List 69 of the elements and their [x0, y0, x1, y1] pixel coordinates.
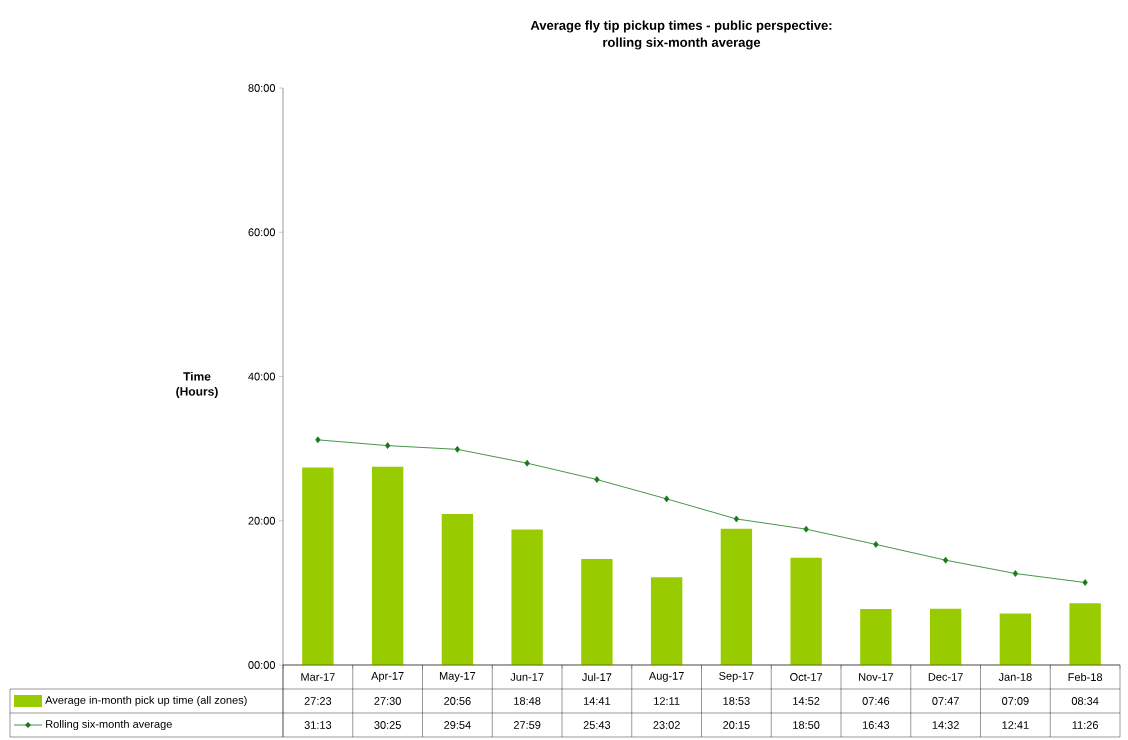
point	[454, 445, 461, 453]
point	[873, 541, 879, 548]
point	[733, 515, 740, 523]
data-label: 27:23	[304, 697, 332, 705]
y-axis-title: Time (Hours)	[176, 371, 218, 399]
data-label: 12:41	[1002, 721, 1029, 729]
x-tick-label: Dec-17	[928, 673, 963, 681]
bar	[371, 466, 404, 665]
x-tick-label: Jul-17	[582, 672, 612, 682]
bar	[581, 559, 613, 665]
data-label: 31:13	[304, 721, 332, 729]
y-tick-label: 20:00	[248, 516, 276, 525]
data-label: 08:34	[1071, 697, 1099, 705]
x-tick-label: Jan-18	[998, 673, 1032, 681]
point	[594, 476, 600, 483]
bar	[999, 613, 1032, 665]
data-label: 20:15	[723, 721, 750, 729]
chart-title: Average fly tip pickup times - public perspective: rolling six-month average	[530, 20, 832, 50]
point	[1082, 579, 1088, 586]
legend-label: Average in-month pick up time (all zones)	[45, 695, 247, 707]
x-tick-label: Nov-17	[859, 673, 894, 681]
data-label: 07:47	[932, 697, 959, 705]
point	[524, 459, 530, 467]
data-label: 20:56	[444, 697, 471, 705]
y-tick-label: 00:00	[248, 661, 276, 669]
point	[315, 436, 321, 444]
point	[663, 495, 670, 503]
bar	[511, 529, 543, 665]
x-tick-label: May-17	[439, 672, 476, 682]
bar	[860, 608, 892, 665]
point	[384, 442, 391, 450]
bar	[441, 514, 474, 665]
data-label: 16:43	[862, 721, 890, 729]
x-tick-label: Apr-17	[371, 672, 404, 682]
bar	[929, 608, 962, 665]
data-label: 18:50	[793, 721, 820, 729]
x-tick-label: Mar-17	[301, 673, 335, 681]
x-tick-label: Jun-17	[510, 673, 544, 681]
data-label: 12:11	[654, 697, 680, 705]
bar	[302, 467, 334, 665]
bar	[720, 528, 753, 665]
data-label: 18:53	[723, 697, 750, 705]
x-tick-label: Oct-17	[790, 673, 823, 681]
x-tick-label: Aug-17	[648, 672, 684, 682]
y-tick-label: 60:00	[248, 228, 276, 237]
y-tick-label: 40:00	[248, 372, 276, 381]
data-label: 23:02	[653, 721, 680, 729]
data-label: 30:25	[374, 721, 401, 729]
data-label: 27:59	[513, 721, 541, 729]
data-label: 14:52	[793, 697, 820, 705]
data-label: 11:26	[1072, 721, 1098, 729]
data-label: 14:41	[583, 697, 611, 705]
data-label: 25:43	[583, 721, 611, 729]
data-label: 07:09	[1002, 697, 1029, 705]
point	[942, 556, 949, 564]
data-label: 18:48	[514, 697, 541, 705]
bar	[1069, 603, 1101, 665]
x-tick-label: Feb-18	[1068, 672, 1103, 682]
data-label: 27:30	[374, 697, 401, 705]
data-label: 29:54	[444, 721, 471, 729]
x-tick-label: Sep-17	[719, 672, 754, 682]
data-label: 14:32	[932, 721, 959, 729]
point	[803, 525, 809, 533]
bar	[650, 577, 683, 665]
legend-label: Rolling six-month average	[46, 719, 172, 731]
point	[1012, 570, 1019, 577]
data-label: 07:46	[862, 697, 890, 705]
y-tick-label: 80:00	[248, 84, 276, 92]
bar	[790, 557, 822, 665]
